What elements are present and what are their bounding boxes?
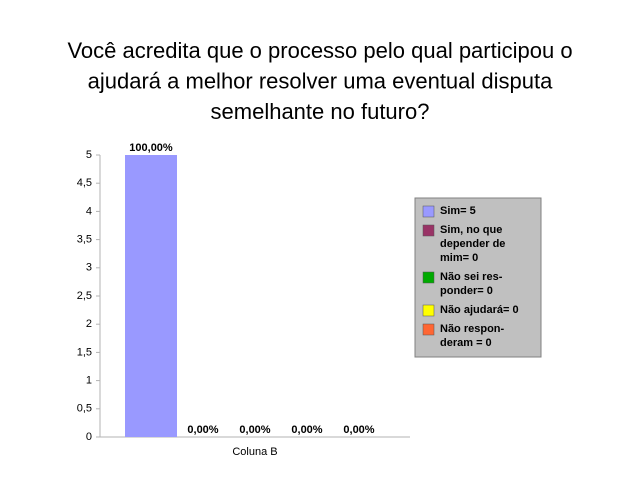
- y-tick-label: 2: [86, 318, 92, 330]
- y-tick-label: 1: [86, 375, 92, 387]
- legend-box: [414, 197, 542, 358]
- legend-label: Não ajudará= 0: [440, 304, 519, 316]
- legend-swatch: [422, 304, 435, 317]
- y-tick-label: 3,5: [77, 234, 92, 246]
- y-tick-label: 4: [86, 205, 92, 217]
- value-label: 0,00%: [291, 424, 322, 436]
- value-label: 0,00%: [187, 424, 218, 436]
- chart-title: Você acredita que o processo pelo qual p…: [67, 38, 572, 124]
- legend-label: Sim, no que depender de mim= 0: [440, 224, 505, 264]
- y-tick-label: 1,5: [77, 346, 92, 358]
- legend-label: Sim= 5: [440, 205, 476, 217]
- legend-label: Não sei res-ponder= 0: [440, 271, 503, 297]
- y-tick-label: 0: [86, 431, 92, 443]
- value-label: 0,00%: [239, 424, 270, 436]
- legend-swatch: [422, 271, 435, 284]
- x-tick-label: Coluna B: [232, 446, 277, 458]
- value-label: 100,00%: [129, 142, 173, 154]
- y-tick-label: 5: [86, 149, 92, 161]
- y-tick-label: 2,5: [77, 290, 92, 302]
- y-tick-label: 3: [86, 262, 92, 274]
- y-tick-label: 0,5: [77, 403, 92, 415]
- value-label: 0,00%: [343, 424, 374, 436]
- legend-swatch: [422, 323, 435, 336]
- legend-swatch: [422, 224, 435, 237]
- bar: [125, 155, 177, 437]
- legend-swatch: [422, 205, 435, 218]
- legend-label: Não respon-deram = 0: [440, 323, 505, 349]
- y-tick-label: 4,5: [77, 177, 92, 189]
